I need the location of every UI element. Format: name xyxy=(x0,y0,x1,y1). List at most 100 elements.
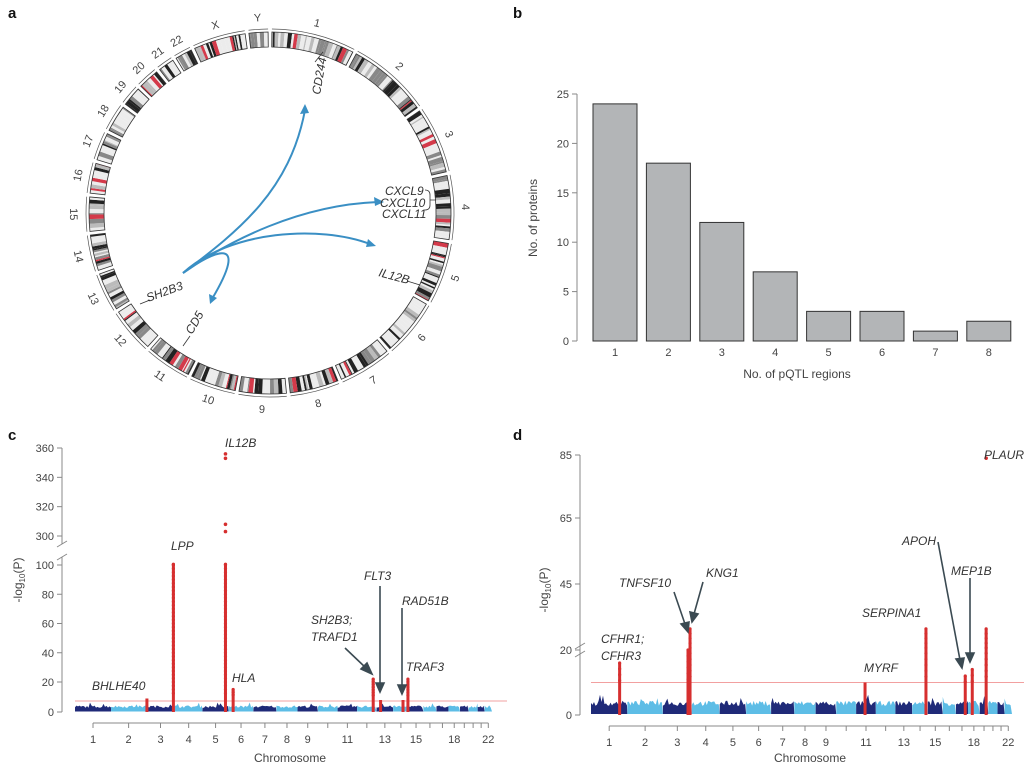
chromosome-band xyxy=(302,35,308,51)
chromosome-band xyxy=(90,237,107,244)
bar-6 xyxy=(859,310,905,342)
y-tick-label: 300 xyxy=(36,531,54,543)
chromosome-band xyxy=(394,320,409,334)
chromosome-band xyxy=(181,53,192,68)
chromosome-band xyxy=(102,143,117,151)
significant-point xyxy=(223,662,228,666)
scale-arc xyxy=(85,196,88,232)
significant-point xyxy=(688,669,692,673)
chromosome-band xyxy=(187,360,196,375)
significant-point xyxy=(171,673,175,677)
chromosome-band xyxy=(250,32,255,48)
gene-label: KNG1 xyxy=(706,566,739,580)
chromosome-18-points xyxy=(448,705,461,712)
gene-annotations: IL12B LPP BHLHE40 HLA SH2B3; TRAFD1 FLT3… xyxy=(92,436,449,693)
chromosome-2 xyxy=(348,53,418,118)
y-tick-label: 360 xyxy=(36,443,54,455)
x-tick-label: 5 xyxy=(826,347,832,359)
chromosome-band xyxy=(277,32,281,48)
annotation-arrows xyxy=(673,541,976,671)
scale-arc xyxy=(193,30,245,47)
chromosome-15 xyxy=(88,196,106,232)
chromosome-15-points xyxy=(927,697,943,715)
x-tick-label: 6 xyxy=(756,737,762,749)
chromosome-band xyxy=(145,333,158,347)
chromosome-band xyxy=(426,266,442,275)
chromosome-band xyxy=(388,86,402,100)
chromosome-band xyxy=(90,184,107,191)
chromosome-label: 21 xyxy=(150,45,167,62)
chromosome-band xyxy=(200,366,210,382)
significant-point xyxy=(171,669,175,673)
significant-point xyxy=(223,581,228,585)
chromosome-band xyxy=(97,261,113,271)
significant-point xyxy=(171,581,175,585)
gene-label: PLAUR xyxy=(984,448,1024,462)
chromosome-band xyxy=(410,116,424,126)
significant-point xyxy=(963,674,967,678)
significant-point xyxy=(688,657,692,661)
x-tick-label: 2 xyxy=(665,347,671,359)
scale-arc xyxy=(96,274,115,311)
arrowhead-icon xyxy=(300,104,309,114)
chromosome-6 xyxy=(379,296,427,350)
chromosome-5-points xyxy=(719,697,747,715)
significant-point xyxy=(688,636,692,640)
chromosome-band xyxy=(305,374,310,390)
chromosome-band xyxy=(263,32,267,48)
chromosome-band xyxy=(107,285,122,295)
chromosome-band xyxy=(416,286,433,298)
chromosome-band xyxy=(211,40,221,56)
significant-point xyxy=(984,651,988,655)
chromosome-band xyxy=(430,252,446,258)
chromosome-band xyxy=(342,50,353,66)
chromosome-10-points xyxy=(317,703,338,712)
chromosome-band xyxy=(129,317,144,331)
chromosome-band xyxy=(435,196,451,201)
chromosome-band xyxy=(350,356,361,372)
scale-arc xyxy=(87,235,96,272)
y-tick-label: 45 xyxy=(560,579,572,591)
chromosome-band xyxy=(291,377,298,393)
chromosome-19-points xyxy=(460,705,469,712)
chromosome-band xyxy=(302,375,307,391)
significant-point xyxy=(171,676,175,680)
chromosome-band xyxy=(295,376,302,392)
chromosome-band xyxy=(140,328,154,342)
chromosome-band xyxy=(194,46,205,63)
y-tick-label: 20 xyxy=(42,677,54,689)
chromosome-16-points xyxy=(942,696,956,715)
chromosome-band xyxy=(259,32,265,48)
significant-point xyxy=(171,596,175,600)
chromosome-band xyxy=(411,118,427,129)
chromosome-6-points xyxy=(228,702,254,712)
chromosome-band xyxy=(347,357,359,374)
chromosome-band xyxy=(424,271,440,279)
significant-point xyxy=(618,673,622,677)
chromosome-4-points xyxy=(691,700,720,715)
peak-TNFSF10 xyxy=(686,650,690,715)
chromosome-band xyxy=(415,290,430,300)
chromosome-21-points xyxy=(997,702,1005,715)
peak-BHLHE40 xyxy=(145,698,149,712)
significant-point xyxy=(223,607,228,611)
chromosome-band xyxy=(209,41,217,57)
scale-arc xyxy=(86,162,94,193)
chromosome-band xyxy=(303,375,309,391)
chromosome-band xyxy=(386,84,400,98)
gene-label: HLA xyxy=(232,671,255,685)
chromosome-band xyxy=(308,36,315,53)
chromosome-band xyxy=(113,120,128,131)
chromosome-band xyxy=(132,93,146,106)
chromosome-band xyxy=(193,363,203,379)
gene-label: SERPINA1 xyxy=(862,606,921,620)
chromosome-7-points xyxy=(771,697,795,715)
chromosome-band xyxy=(409,301,424,312)
chromosome-1-points xyxy=(591,694,628,715)
chromosome-12 xyxy=(117,303,159,348)
chromosome-band xyxy=(240,33,246,50)
chromosome-band xyxy=(380,78,392,91)
chromosome-band xyxy=(371,342,384,357)
bar-7 xyxy=(912,330,958,342)
chromosome-band xyxy=(412,296,427,306)
